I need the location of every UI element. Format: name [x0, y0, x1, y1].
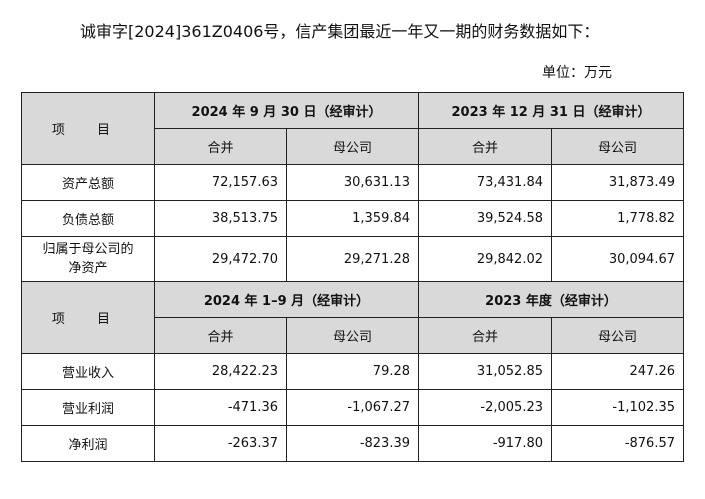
table-cell: 72,157.63 — [154, 164, 287, 201]
table-cell: 31,873.49 — [551, 164, 685, 201]
row-label: 营业利润 — [21, 389, 155, 426]
intro-text: 诚审字[2024]361Z0406号，信产集团最近一年又一期的财务数据如下： — [80, 22, 600, 41]
row-label-line2: 净资产 — [68, 261, 108, 276]
section1-period-header-row: 项 目 2024 年 9 月 30 日（经审计） 2023 年 12 月 31 … — [21, 92, 685, 165]
section2-sub-parent-b: 母公司 — [551, 317, 685, 354]
table-cell: -823.39 — [285, 425, 420, 462]
table-cell: 247.26 — [551, 353, 685, 390]
table-row: 归属于母公司的 净资产 29,472.70 29,271.28 29,842.0… — [21, 236, 685, 282]
table-row: 负债总额 38,513.75 1,359.84 39,524.58 1,778.… — [21, 200, 685, 237]
table-cell: 30,631.13 — [285, 164, 420, 201]
table-cell: 28,422.23 — [154, 353, 287, 390]
unit-label: 单位：万元 — [542, 65, 612, 81]
section2-item-header: 项 目 — [21, 281, 155, 354]
table-cell: 29,842.02 — [418, 236, 553, 282]
table-cell: -1,067.27 — [285, 389, 420, 426]
section1-period-b: 2023 年 12 月 31 日（经审计） — [418, 92, 685, 129]
section1-sub-consolidated-a: 合并 — [154, 128, 287, 165]
section2-period-b: 2023 年度（经审计） — [418, 281, 685, 318]
row-label: 归属于母公司的 净资产 — [21, 236, 155, 282]
table-row: 净利润 -263.37 -823.39 -917.80 -876.57 — [21, 425, 685, 462]
section1-subheader-row: 合并 母公司 合并 母公司 — [21, 128, 685, 165]
section2-sub-consolidated-a: 合并 — [154, 317, 287, 354]
section2-period-header-row: 项 目 2024 年 1–9 月（经审计） 2023 年度（经审计） — [21, 281, 685, 354]
section2-sub-consolidated-b: 合并 — [418, 317, 553, 354]
table-cell: -876.57 — [551, 425, 685, 462]
table-cell: 29,472.70 — [154, 236, 287, 282]
financial-data-table: 项 目 2024 年 9 月 30 日（经审计） 2023 年 12 月 31 … — [21, 92, 685, 462]
table-cell: -1,102.35 — [551, 389, 685, 426]
row-label: 负债总额 — [21, 200, 155, 237]
table-cell: 79.28 — [285, 353, 420, 390]
table-cell: -471.36 — [154, 389, 287, 426]
row-label-line1: 归属于母公司的 — [42, 242, 134, 257]
table-row: 营业利润 -471.36 -1,067.27 -2,005.23 -1,102.… — [21, 389, 685, 426]
row-label: 资产总额 — [21, 164, 155, 201]
table-cell: 1,359.84 — [285, 200, 420, 237]
row-label: 营业收入 — [21, 353, 155, 390]
section1-item-header: 项 目 — [21, 92, 155, 165]
row-label: 净利润 — [21, 425, 155, 462]
table-cell: -263.37 — [154, 425, 287, 462]
section1-period-a: 2024 年 9 月 30 日（经审计） — [153, 92, 420, 129]
table-cell: 31,052.85 — [418, 353, 553, 390]
section2-period-a: 2024 年 1–9 月（经审计） — [153, 281, 420, 318]
section1-sub-parent-a: 母公司 — [285, 128, 420, 165]
table-cell: -917.80 — [418, 425, 553, 462]
section1-sub-consolidated-b: 合并 — [418, 128, 553, 165]
table-cell: 39,524.58 — [418, 200, 553, 237]
table-cell: 30,094.67 — [551, 236, 685, 282]
table-cell: 29,271.28 — [285, 236, 420, 282]
table-row: 资产总额 72,157.63 30,631.13 73,431.84 31,87… — [21, 164, 685, 201]
table-cell: 73,431.84 — [418, 164, 553, 201]
table-cell: 1,778.82 — [551, 200, 685, 237]
section1-sub-parent-b: 母公司 — [551, 128, 685, 165]
section2-sub-parent-a: 母公司 — [285, 317, 420, 354]
table-cell: 38,513.75 — [154, 200, 287, 237]
table-row: 营业收入 28,422.23 79.28 31,052.85 247.26 — [21, 353, 685, 390]
table-cell: -2,005.23 — [418, 389, 553, 426]
